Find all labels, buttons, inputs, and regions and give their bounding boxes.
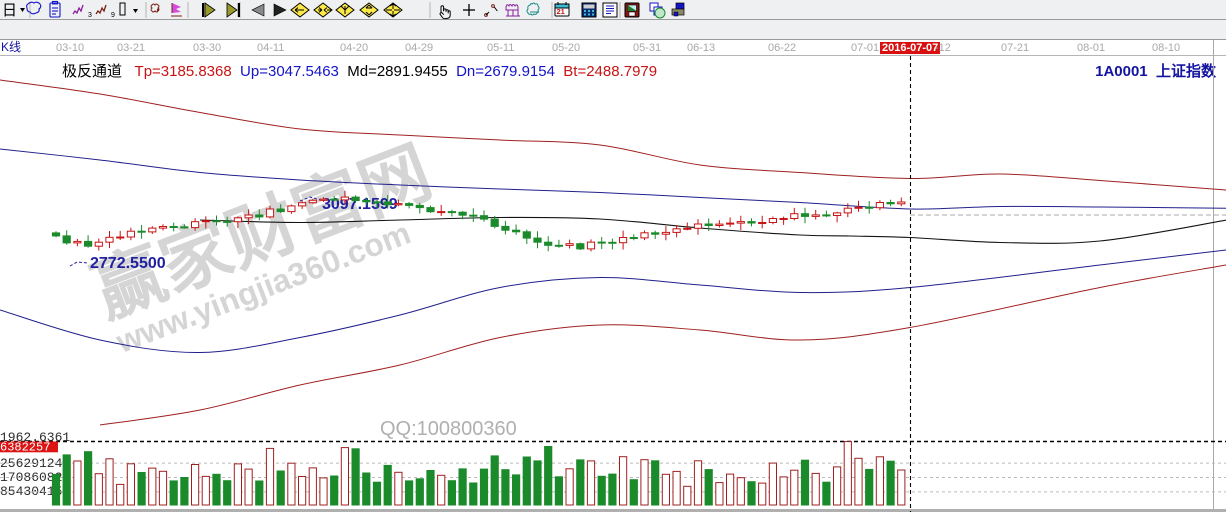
svg-text:3: 3 [88,12,92,19]
svg-text:9: 9 [111,12,115,19]
svg-text:21: 21 [557,7,565,16]
svg-text:日: 日 [2,2,17,19]
